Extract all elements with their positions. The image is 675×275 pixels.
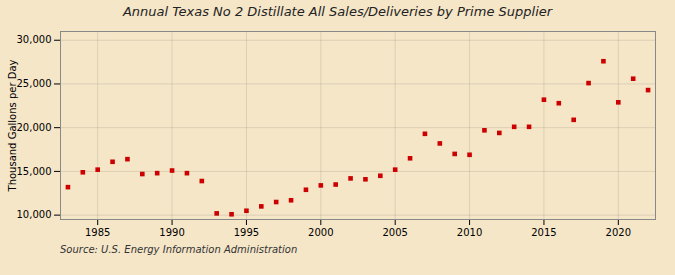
svg-text:2020: 2020 [606, 227, 631, 238]
html-text:Source: U.S. Energy Informatio: Source: U.S. Energy Information Administ… [60, 244, 298, 255]
svg-text:Thousand Gallons per Day: Thousand Gallons per Day [7, 59, 18, 192]
svg-text:2000: 2000 [308, 227, 333, 238]
svg-text:1985: 1985 [85, 227, 110, 238]
svg-text:2010: 2010 [457, 227, 482, 238]
svg-text:2005: 2005 [382, 227, 407, 238]
svg-text:25,000: 25,000 [17, 78, 52, 89]
svg-text:30,000: 30,000 [17, 34, 52, 45]
svg-text:1995: 1995 [234, 227, 259, 238]
html-text:Annual Texas No 2 Distillate A: Annual Texas No 2 Distillate All Sales/D… [122, 4, 553, 19]
svg-text:20,000: 20,000 [17, 122, 52, 133]
svg-text:1990: 1990 [159, 227, 184, 238]
svg-text:2015: 2015 [531, 227, 556, 238]
svg-text:10,000: 10,000 [17, 209, 52, 220]
svg-text:15,000: 15,000 [17, 166, 52, 177]
